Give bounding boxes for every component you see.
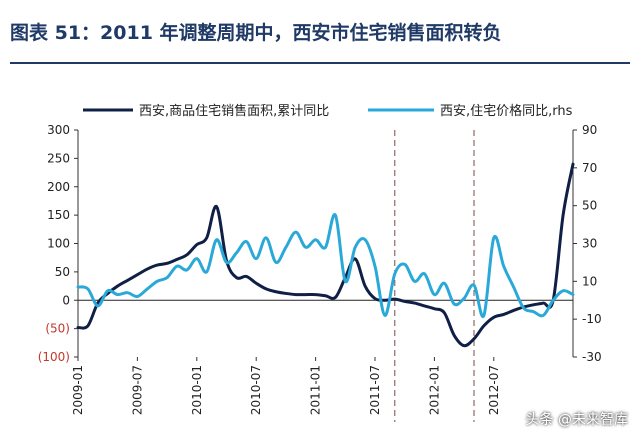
x-tick-label: 2010-01 bbox=[190, 365, 204, 415]
right-tick-label: 90 bbox=[582, 123, 597, 137]
watermark: 头条 @未来智库 bbox=[525, 412, 628, 428]
right-tick-label: 50 bbox=[582, 199, 597, 213]
x-tick-label: 2011-07 bbox=[368, 365, 382, 415]
right-tick-label: 30 bbox=[582, 237, 597, 251]
left-tick-label: (50) bbox=[45, 322, 70, 336]
right-tick-label: 10 bbox=[582, 274, 597, 288]
series-line-2 bbox=[76, 213, 575, 318]
title-divider bbox=[10, 62, 630, 64]
right-tick-label: -10 bbox=[582, 312, 602, 326]
right-tick-label: 70 bbox=[582, 161, 597, 175]
left-tick-label: 200 bbox=[47, 180, 70, 194]
x-tick-label: 2010-07 bbox=[249, 365, 263, 415]
left-tick-label: 300 bbox=[47, 123, 70, 137]
left-tick-label: 100 bbox=[47, 237, 70, 251]
left-tick-label: (100) bbox=[38, 350, 70, 364]
chart-title: 图表 51：2011 年调整周期中，西安市住宅销售面积转负 bbox=[10, 22, 502, 44]
x-tick-label: 2012-07 bbox=[487, 365, 501, 415]
x-tick-label: 2012-01 bbox=[427, 365, 441, 415]
left-tick-label: 0 bbox=[62, 293, 70, 307]
x-tick-label: 2011-01 bbox=[309, 365, 323, 415]
left-tick-label: 150 bbox=[47, 208, 70, 222]
series-line-1 bbox=[76, 162, 575, 348]
legend-label-1: 西安,商品住宅销售面积,累计同比 bbox=[139, 103, 329, 119]
x-tick-label: 2009-07 bbox=[130, 365, 144, 415]
left-tick-label: 50 bbox=[55, 265, 70, 279]
left-tick-label: 250 bbox=[47, 151, 70, 165]
legend-label-2: 西安,住宅价格同比,rhs bbox=[440, 103, 573, 119]
x-tick-label: 2009-01 bbox=[71, 365, 85, 415]
right-tick-label: -30 bbox=[582, 350, 602, 364]
